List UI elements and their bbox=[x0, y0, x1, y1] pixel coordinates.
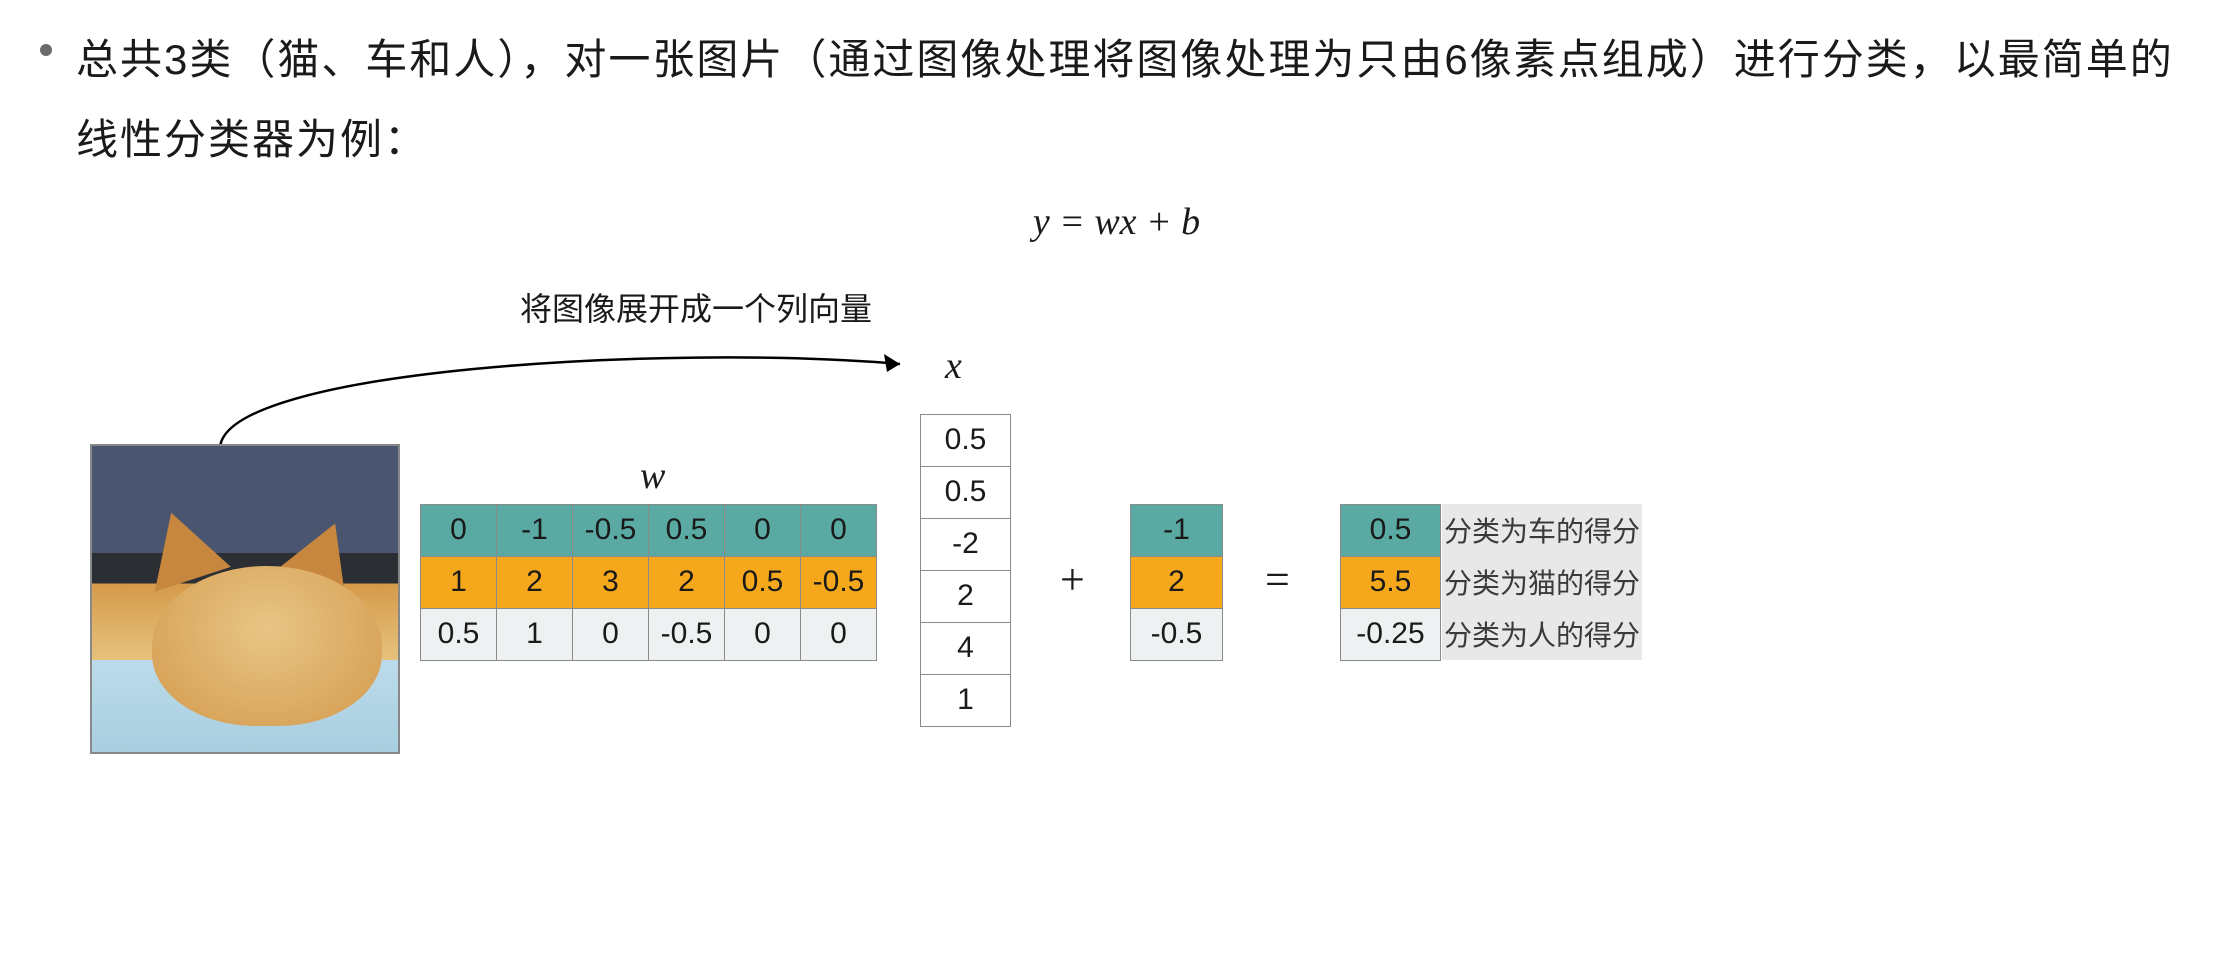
w-cell: -0.5 bbox=[649, 608, 725, 660]
x-vec-cell: 0.5 bbox=[921, 466, 1011, 518]
w-cell: 0 bbox=[725, 504, 801, 556]
plus-operator: + bbox=[1060, 554, 1085, 605]
result-labels: 分类为车的得分分类为猫的得分分类为人的得分 bbox=[1442, 504, 1642, 660]
formula: y = wx + b bbox=[40, 200, 2193, 244]
lbl-vec-cell: 分类为车的得分 bbox=[1442, 504, 1642, 556]
w-cell: 1 bbox=[497, 608, 573, 660]
x-vec-cell: 0.5 bbox=[921, 414, 1011, 466]
result-vector: 0.55.5-0.25 bbox=[1340, 504, 1441, 661]
x-vec-cell: 4 bbox=[921, 622, 1011, 674]
x-vec-cell: -2 bbox=[921, 518, 1011, 570]
w-cell: 0.5 bbox=[725, 556, 801, 608]
w-cell: 0 bbox=[421, 504, 497, 556]
w-cell: 0 bbox=[801, 608, 877, 660]
lbl-vec-cell: 分类为猫的得分 bbox=[1442, 556, 1642, 608]
diagram-region: 将图像展开成一个列向量 w x 0-1-0.50.50012320.5-0.50… bbox=[40, 284, 2193, 864]
w-cell: 0 bbox=[573, 608, 649, 660]
intro-text: 总共3类（猫、车和人），对一张图片（通过图像处理将图像处理为只由6像素点组成）进… bbox=[76, 20, 2193, 180]
b-vector: -12-0.5 bbox=[1130, 504, 1223, 661]
b-vec-cell: 2 bbox=[1131, 556, 1223, 608]
r-vec-cell: 0.5 bbox=[1341, 504, 1441, 556]
lbl-vec-cell: 分类为人的得分 bbox=[1442, 608, 1642, 660]
w-cell: -0.5 bbox=[801, 556, 877, 608]
b-vec-cell: -1 bbox=[1131, 504, 1223, 556]
w-cell: 0 bbox=[725, 608, 801, 660]
equals-operator: = bbox=[1265, 554, 1290, 605]
variable-x-label: x bbox=[945, 344, 962, 388]
w-cell: 2 bbox=[497, 556, 573, 608]
bullet-icon bbox=[40, 44, 52, 56]
input-image bbox=[90, 444, 400, 754]
r-vec-cell: -0.25 bbox=[1341, 608, 1441, 660]
w-cell: -1 bbox=[497, 504, 573, 556]
w-cell: 2 bbox=[649, 556, 725, 608]
x-vec-cell: 1 bbox=[921, 674, 1011, 726]
x-vec-cell: 2 bbox=[921, 570, 1011, 622]
w-cell: -0.5 bbox=[573, 504, 649, 556]
w-matrix: 0-1-0.50.50012320.5-0.50.510-0.500 bbox=[420, 504, 877, 661]
x-vector: 0.50.5-2241 bbox=[920, 414, 1011, 727]
w-cell: 1 bbox=[421, 556, 497, 608]
w-cell: 0 bbox=[801, 504, 877, 556]
b-vec-cell: -0.5 bbox=[1131, 608, 1223, 660]
w-cell: 3 bbox=[573, 556, 649, 608]
w-cell: 0.5 bbox=[649, 504, 725, 556]
variable-w-label: w bbox=[640, 454, 665, 498]
w-cell: 0.5 bbox=[421, 608, 497, 660]
r-vec-cell: 5.5 bbox=[1341, 556, 1441, 608]
